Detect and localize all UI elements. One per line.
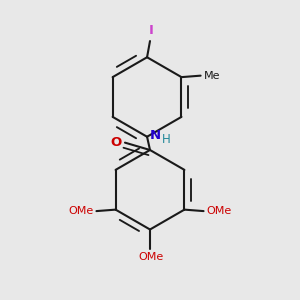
Text: O: O (110, 136, 122, 148)
Text: H: H (162, 133, 171, 146)
Text: Me: Me (204, 71, 220, 81)
Text: N: N (149, 129, 161, 142)
Text: OMe: OMe (206, 206, 232, 215)
Text: OMe: OMe (68, 206, 94, 215)
Text: OMe: OMe (139, 253, 164, 262)
Text: I: I (149, 24, 154, 37)
